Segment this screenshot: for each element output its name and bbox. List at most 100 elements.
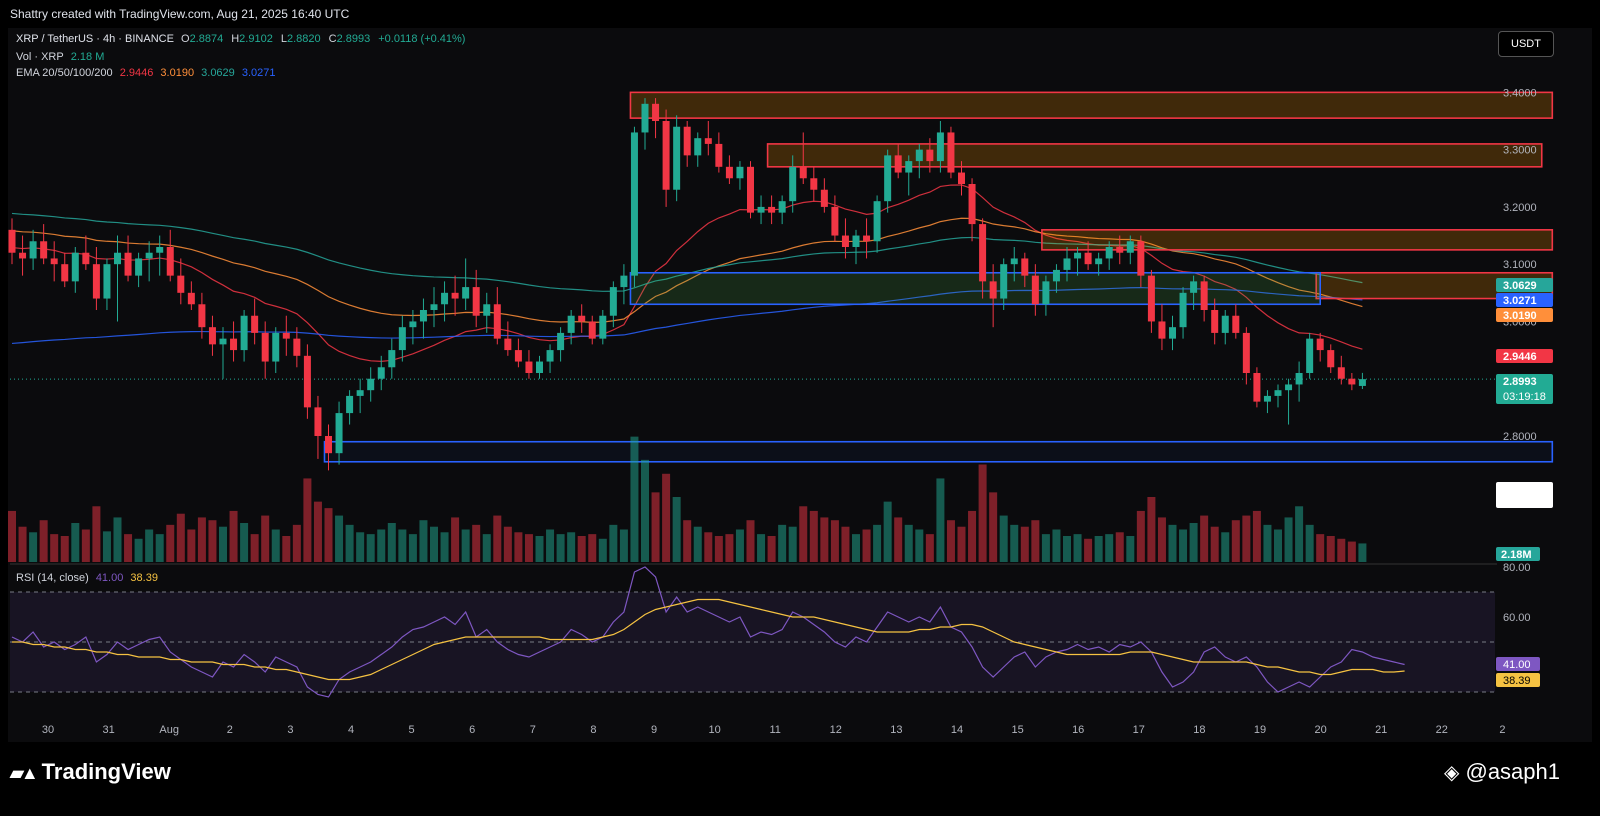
- volume-bar: [408, 534, 417, 562]
- volume-bar: [925, 534, 934, 562]
- price-tick-label: 3.1000: [1503, 259, 1537, 271]
- volume-bar: [1084, 538, 1093, 562]
- ohlc-h: H2.9102: [231, 33, 273, 45]
- rsi-tick-label: 80.00: [1503, 562, 1531, 574]
- candle-body: [92, 264, 100, 299]
- candle-body: [1327, 350, 1335, 368]
- candle-body: [388, 350, 396, 368]
- time-tick-label: 11: [769, 724, 780, 736]
- volume-bar: [873, 524, 882, 562]
- candle-body: [103, 264, 111, 299]
- candle: [314, 395, 322, 459]
- volume-bar: [1157, 517, 1166, 562]
- candle: [936, 121, 944, 173]
- candle-body: [1105, 247, 1113, 259]
- time-tick-label: 15: [1011, 724, 1023, 736]
- candle: [1052, 264, 1060, 293]
- volume-bar: [1326, 536, 1335, 562]
- volume-bar: [704, 532, 713, 562]
- volume-bar: [672, 497, 681, 562]
- volume-bar: [271, 529, 280, 562]
- candle-body: [1000, 264, 1008, 299]
- candle: [873, 195, 881, 253]
- candle-body: [325, 436, 332, 454]
- candle-body: [873, 201, 881, 242]
- candle: [367, 367, 375, 402]
- candle-body: [599, 315, 607, 339]
- volume-bar: [71, 523, 80, 562]
- candle-body: [1295, 373, 1303, 385]
- time-tick-label: 18: [1193, 724, 1205, 736]
- candle-body: [715, 143, 723, 167]
- price-badge: [1496, 349, 1553, 363]
- time-tick-label: 22: [1436, 724, 1448, 736]
- volume-bar: [999, 515, 1008, 562]
- volume-bar: [1231, 520, 1240, 562]
- candle-body: [852, 235, 860, 247]
- candle: [472, 269, 480, 328]
- candle: [451, 275, 459, 316]
- supply-zone-1: [766, 143, 1543, 168]
- candles: [8, 98, 1366, 471]
- volume-bar: [208, 520, 217, 562]
- candle-body: [82, 252, 90, 265]
- currency-button[interactable]: USDT: [1498, 31, 1554, 57]
- volume-bar: [588, 534, 597, 562]
- volume-bar: [725, 534, 734, 562]
- candle: [841, 218, 849, 259]
- volume-bar: [809, 510, 818, 562]
- candle-body: [8, 229, 16, 253]
- candle: [546, 344, 554, 373]
- symbol-label: XRP / TetherUS · 4h · BINANCE: [16, 33, 174, 45]
- volume-bar: [1041, 534, 1050, 562]
- volume-bar: [219, 526, 227, 562]
- candle-body: [652, 103, 660, 121]
- volume-bar: [1200, 515, 1209, 562]
- volume-bar: [261, 515, 270, 562]
- volume-bar: [1179, 529, 1188, 562]
- volume-bar: [778, 524, 787, 562]
- volume-bar: [493, 515, 502, 562]
- volume-bar: [398, 529, 407, 562]
- time-tick-label: 17: [1133, 724, 1145, 736]
- candle: [736, 161, 744, 190]
- volume-bar: [894, 517, 903, 562]
- candle: [441, 281, 449, 322]
- volume-bar: [968, 510, 977, 562]
- volume-bar: [567, 532, 576, 562]
- price-badge: [1496, 308, 1553, 322]
- blank-price-badge: [1496, 482, 1553, 508]
- ema-label: EMA 20/50/100/200: [16, 67, 113, 79]
- candle-body: [1358, 379, 1366, 386]
- candle: [620, 264, 628, 305]
- candle: [92, 247, 100, 310]
- ohlc-change: +0.0118 (+0.41%): [378, 33, 466, 45]
- ema100-value: 3.0629: [201, 67, 235, 79]
- volume-label: Vol · XRP: [16, 51, 64, 63]
- candle: [145, 241, 153, 282]
- volume-bar: [303, 478, 312, 562]
- candle: [1084, 241, 1092, 270]
- volume-bar: [50, 534, 59, 562]
- candle: [1063, 247, 1071, 282]
- candle-body: [514, 350, 522, 362]
- volume-bar: [535, 536, 544, 562]
- brand-label: TradingView: [41, 759, 171, 784]
- candle-body: [567, 315, 575, 333]
- rsi-band: [10, 592, 1495, 692]
- candle-body: [1116, 247, 1124, 253]
- candle-body: [356, 390, 364, 396]
- candle: [1147, 269, 1155, 333]
- volume-bar: [1031, 520, 1040, 562]
- candle-body: [135, 258, 143, 276]
- price-badge: [1496, 374, 1553, 404]
- candle: [1179, 287, 1187, 339]
- volume-bar: [1358, 543, 1367, 562]
- volume-bar: [8, 510, 16, 562]
- candle: [958, 161, 965, 196]
- candle: [704, 121, 712, 156]
- volume-bars: [8, 436, 1367, 562]
- price-badge: [1496, 293, 1553, 307]
- candle: [493, 287, 501, 345]
